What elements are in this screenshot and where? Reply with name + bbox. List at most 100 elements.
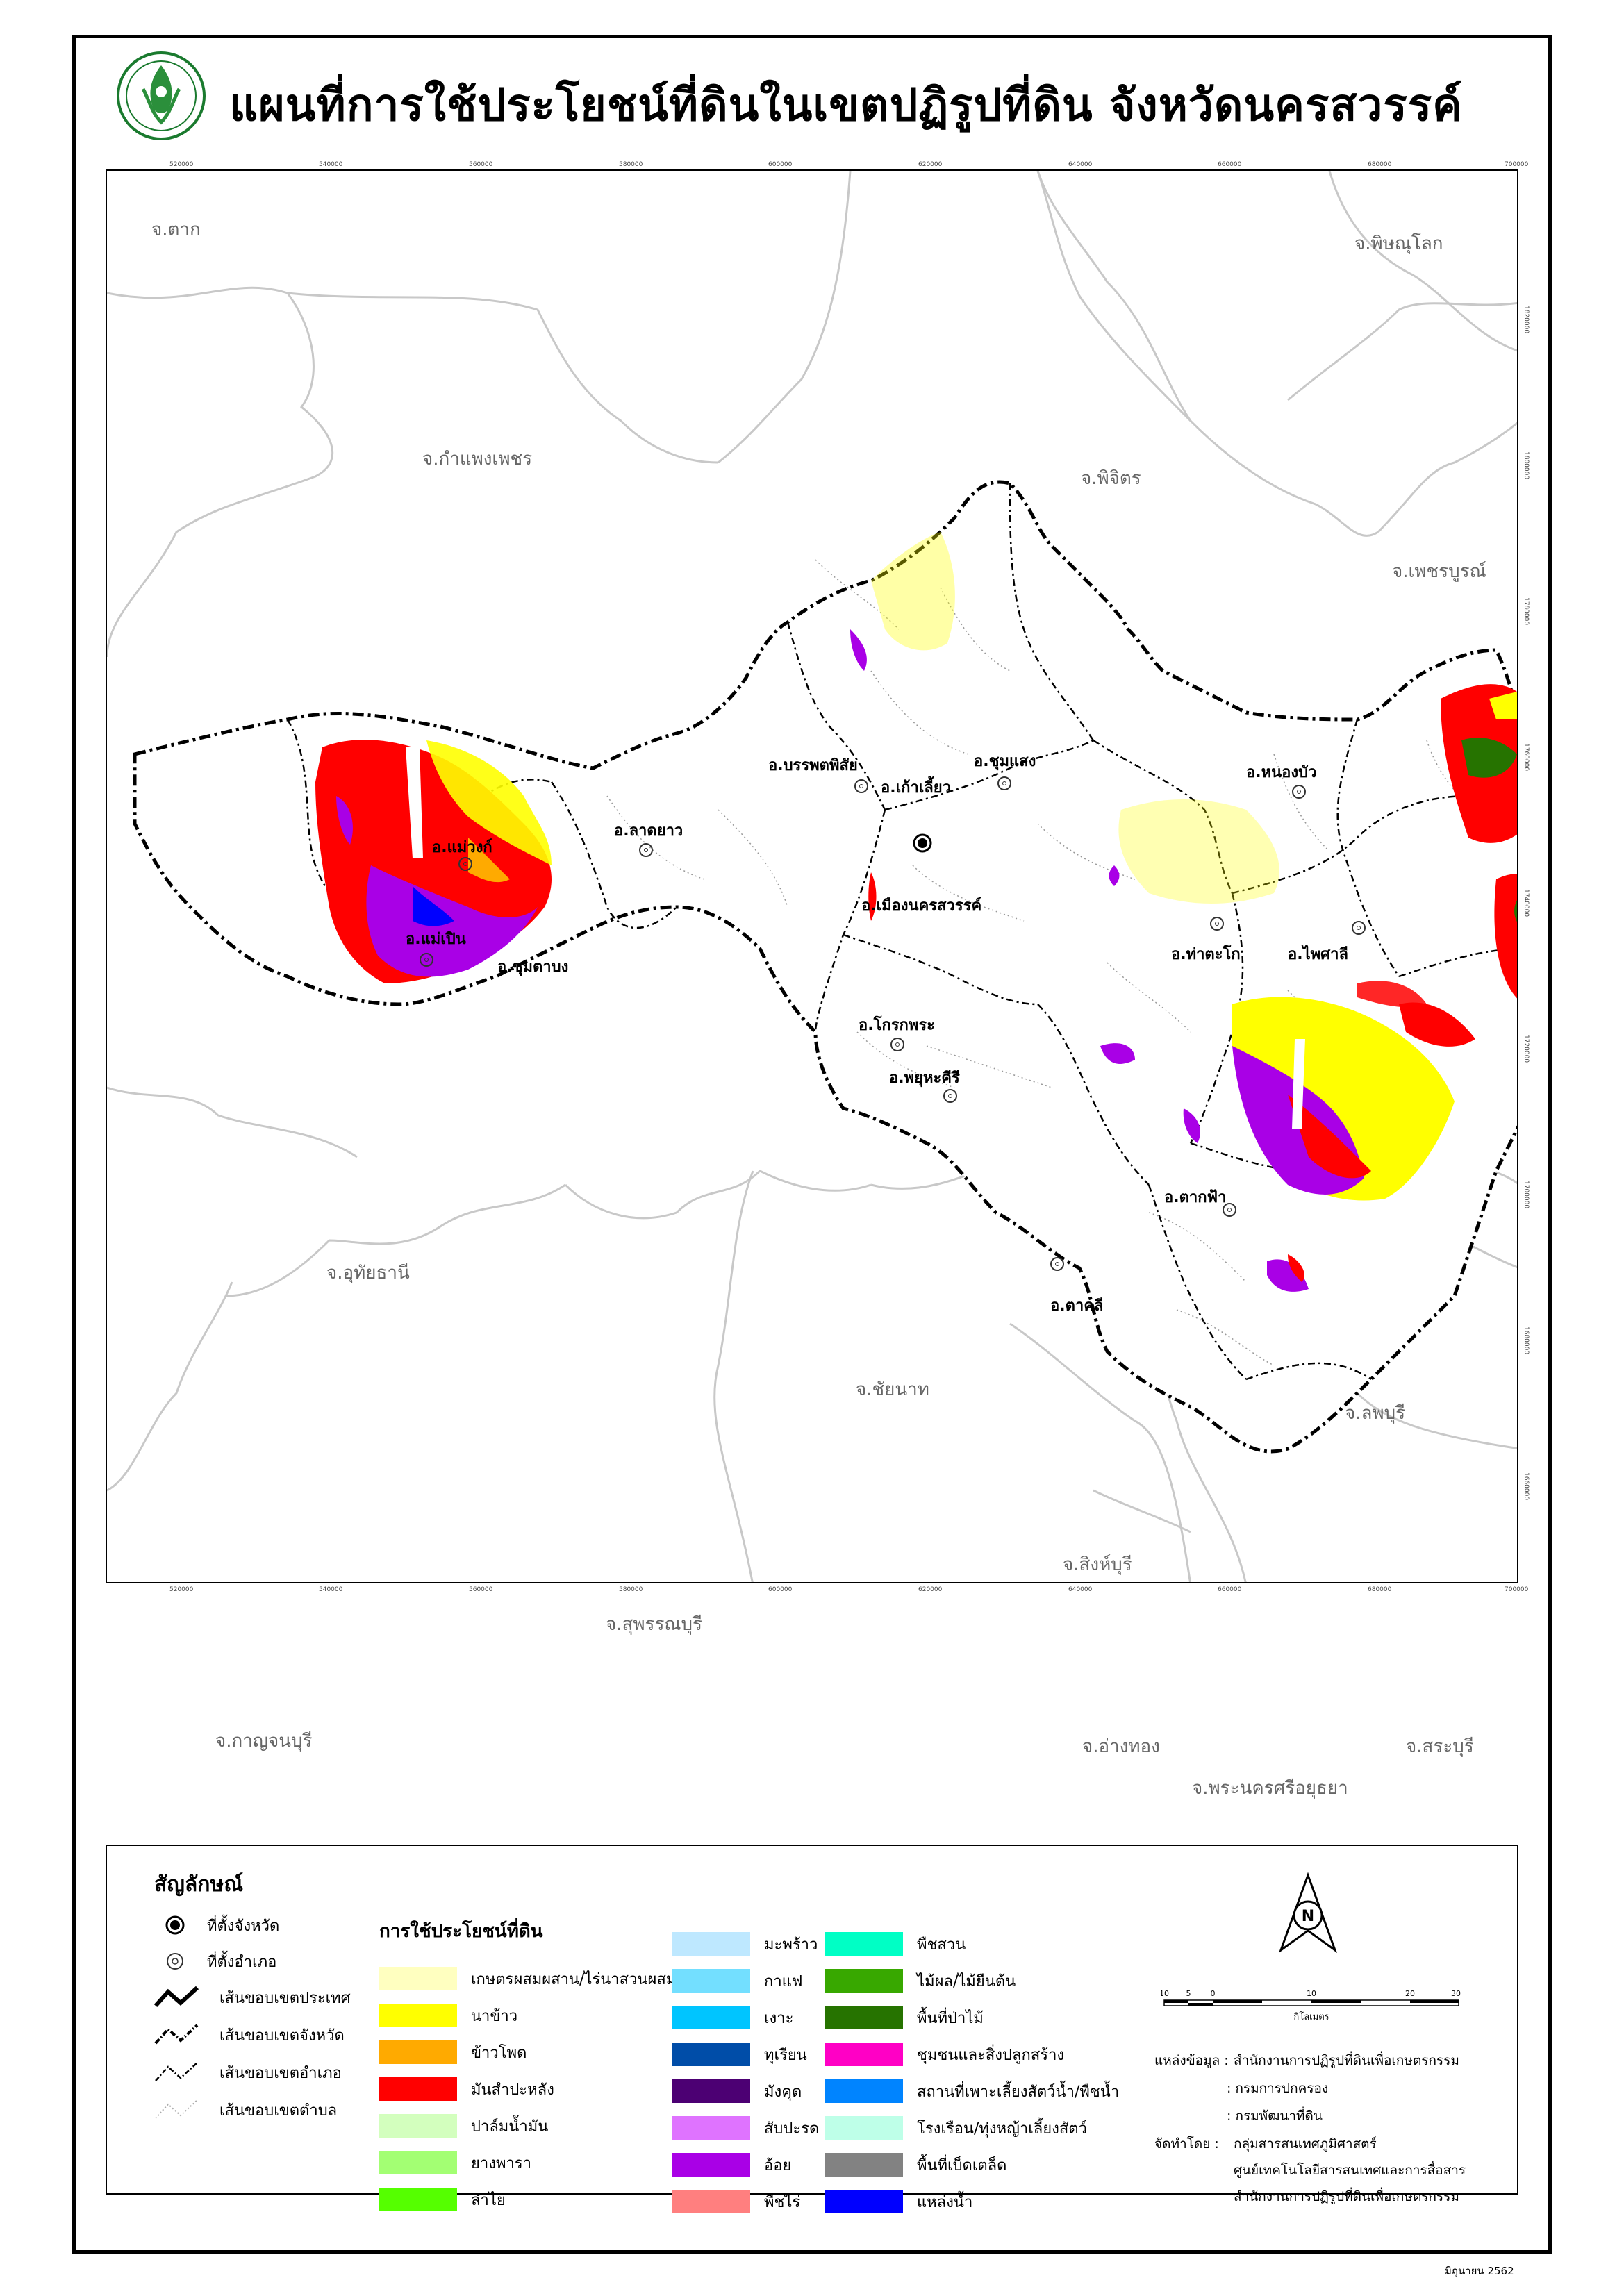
- landuse-swatch: [379, 2188, 457, 2211]
- y-tick: 1720000: [1523, 1035, 1530, 1063]
- district-label: อ.หนองบัว: [1246, 764, 1317, 781]
- landuse-label: พื้นที่ป่าไม้: [917, 2009, 984, 2027]
- landuse-swatch: [672, 2190, 750, 2213]
- source-by-label: จัดทำโดย :: [1154, 2136, 1219, 2152]
- landuse-swatch: [379, 1967, 457, 1990]
- source-data-line: : กรมการปกครอง: [1227, 2081, 1329, 2096]
- landuse-label: ข้าวโพด: [471, 2044, 527, 2062]
- landuse-legend-item: ปาล์มน้ำมัน: [379, 2114, 548, 2138]
- landuse-label: กาแฟ: [764, 1972, 803, 1990]
- landuse-label: สถานที่เพาะเลี้ยงสัตว์น้ำ/พืชน้ำ: [917, 2083, 1120, 2101]
- landuse-legend-item: อ้อย: [672, 2153, 791, 2177]
- district-seat-icon: [1210, 917, 1224, 931]
- map-svg: [107, 171, 1517, 1582]
- landuse-legend-title: การใช้ประโยชน์ที่ดิน: [379, 1921, 543, 1942]
- landuse-legend-item: ชุมชนและสิ่งปลูกสร้าง: [825, 2043, 1064, 2066]
- legend-district-boundary: เส้นขอบเขตอำเภอ: [154, 2058, 342, 2086]
- source-by-line: กลุ่มสารสนเทศภูมิศาสตร์: [1234, 2136, 1377, 2152]
- province-label: จ.อ่างทอง: [1082, 1736, 1160, 1757]
- district-seat-icon: [890, 1038, 904, 1051]
- landuse-swatch: [825, 2043, 903, 2066]
- north-label: N: [1302, 1908, 1314, 1925]
- province-label: จ.กำแพงเพชร: [422, 449, 533, 469]
- landuse-swatch: [379, 2114, 457, 2138]
- landuse-legend-item: กาแฟ: [672, 1969, 802, 1993]
- landuse-legend-item: มังคุด: [672, 2079, 802, 2103]
- legend-province-seat: ที่ตั้งจังหวัด: [164, 1911, 279, 1939]
- source-data-label: แหล่งข้อมูล :: [1154, 2053, 1229, 2068]
- x-tick-bottom: 600000: [768, 1586, 793, 1593]
- landuse-label: พืชสวน: [917, 1936, 966, 1954]
- landuse-legend-item: โรงเรือน/ทุ่งหญ้าเลี้ยงสัตว์: [825, 2116, 1087, 2140]
- landuse-label: พื้นที่เบ็ดเตล็ด: [917, 2156, 1007, 2174]
- map-canvas[interactable]: [106, 169, 1518, 1583]
- landuse-label: ไม้ผล/ไม้ยืนต้น: [917, 1972, 1016, 1990]
- x-tick-bottom: 620000: [918, 1586, 943, 1593]
- scale-label: 30: [1451, 1989, 1461, 1998]
- district-seat-icon: [420, 953, 433, 967]
- x-tick-bottom: 580000: [619, 1586, 643, 1593]
- source-by-line: สำนักงานการปฏิรูปที่ดินเพื่อเกษตรกรรม: [1234, 2189, 1459, 2204]
- country-boundary-line-icon: [154, 1986, 199, 2008]
- district-seat-icon: [167, 1953, 183, 1970]
- legend-symbol-label: เส้นขอบเขตจังหวัด: [219, 2027, 345, 2045]
- landuse-swatch: [379, 2004, 457, 2027]
- district-seat-icon: [854, 779, 868, 793]
- scale-label: 0: [1211, 1989, 1216, 1998]
- x-tick-top: 640000: [1068, 161, 1093, 168]
- landuse-swatch: [379, 2040, 457, 2064]
- y-tick: 1700000: [1523, 1181, 1530, 1209]
- district-seat-icon: [1352, 921, 1366, 935]
- district-label: อ.ชุมตาบง: [497, 958, 569, 976]
- landuse-legend-item: ข้าวโพด: [379, 2040, 527, 2064]
- landuse-swatch: [672, 2006, 750, 2029]
- x-tick-top: 620000: [918, 161, 943, 168]
- district-label: อ.เมืองนครสวรรค์: [861, 897, 982, 915]
- district-label: อ.เก้าเลี้ยว: [881, 779, 952, 797]
- x-tick-top: 700000: [1505, 161, 1529, 168]
- y-tick: 1820000: [1523, 306, 1530, 334]
- landuse-legend-item: พื้นที่ป่าไม้: [825, 2006, 984, 2029]
- landuse-swatch: [825, 2116, 903, 2140]
- district-label: อ.บรรพตพิสัย: [768, 757, 858, 774]
- x-tick-bottom: 520000: [169, 1586, 194, 1593]
- province-label: จ.อุทัยธานี: [326, 1263, 410, 1283]
- landuse-legend-item: นาข้าว: [379, 2004, 517, 2027]
- landuse-legend-item: ไม้ผล/ไม้ยืนต้น: [825, 1969, 1016, 1993]
- landuse-legend-item: พื้นที่เบ็ดเตล็ด: [825, 2153, 1006, 2177]
- province-label: จ.กาญจนบุรี: [215, 1731, 313, 1752]
- district-label: อ.ชุมแสง: [974, 753, 1036, 770]
- district-seat-icon: [639, 843, 653, 857]
- x-tick-top: 540000: [319, 161, 343, 168]
- landuse-swatch: [672, 2079, 750, 2103]
- x-tick-top: 660000: [1218, 161, 1242, 168]
- legend-symbol-label: เส้นขอบเขตตำบล: [219, 2102, 338, 2120]
- district-label: อ.แม่เปิน: [406, 931, 466, 948]
- province-boundary-line-icon: [154, 2024, 199, 2045]
- landuse-swatch: [672, 2116, 750, 2140]
- legend-subdistrict-boundary: เส้นขอบเขตตำบล: [154, 2096, 337, 2124]
- y-tick: 1800000: [1523, 451, 1530, 480]
- province-label: จ.สิงห์บุรี: [1063, 1554, 1132, 1575]
- district-seat-icon: [943, 1089, 957, 1103]
- landuse-label: ลำไย: [471, 2191, 506, 2209]
- scale-label: 20: [1405, 1989, 1415, 1998]
- landuse-legend-item: ลำไย: [379, 2188, 506, 2211]
- district-seat-icon: [1050, 1257, 1064, 1271]
- y-tick: 1740000: [1523, 889, 1530, 917]
- legend-province-boundary: เส้นขอบเขตจังหวัด: [154, 2021, 345, 2049]
- province-label: จ.เพชรบูรณ์: [1392, 561, 1486, 582]
- province-label: จ.พระนครศรีอยุธยา: [1192, 1778, 1348, 1799]
- landuse-legend-item: สถานที่เพาะเลี้ยงสัตว์น้ำ/พืชน้ำ: [825, 2079, 1119, 2103]
- landuse-legend-item: สับปะรด: [672, 2116, 819, 2140]
- landuse-swatch: [825, 2153, 903, 2177]
- landuse-legend-item: มะพร้าว: [672, 1932, 818, 1956]
- source-data-line: : กรมพัฒนาที่ดิน: [1227, 2108, 1323, 2124]
- district-label: อ.ตาคลี: [1050, 1297, 1104, 1315]
- x-tick-bottom: 640000: [1068, 1586, 1093, 1593]
- scale-label: 5: [1186, 1989, 1191, 1998]
- landuse-legend-item: มันสำปะหลัง: [379, 2077, 554, 2101]
- province-label: จ.ลพบุรี: [1345, 1403, 1406, 1424]
- landuse-legend-item: พืชไร่: [672, 2190, 800, 2213]
- scale-unit: กิโลเมตร: [1293, 2011, 1329, 2022]
